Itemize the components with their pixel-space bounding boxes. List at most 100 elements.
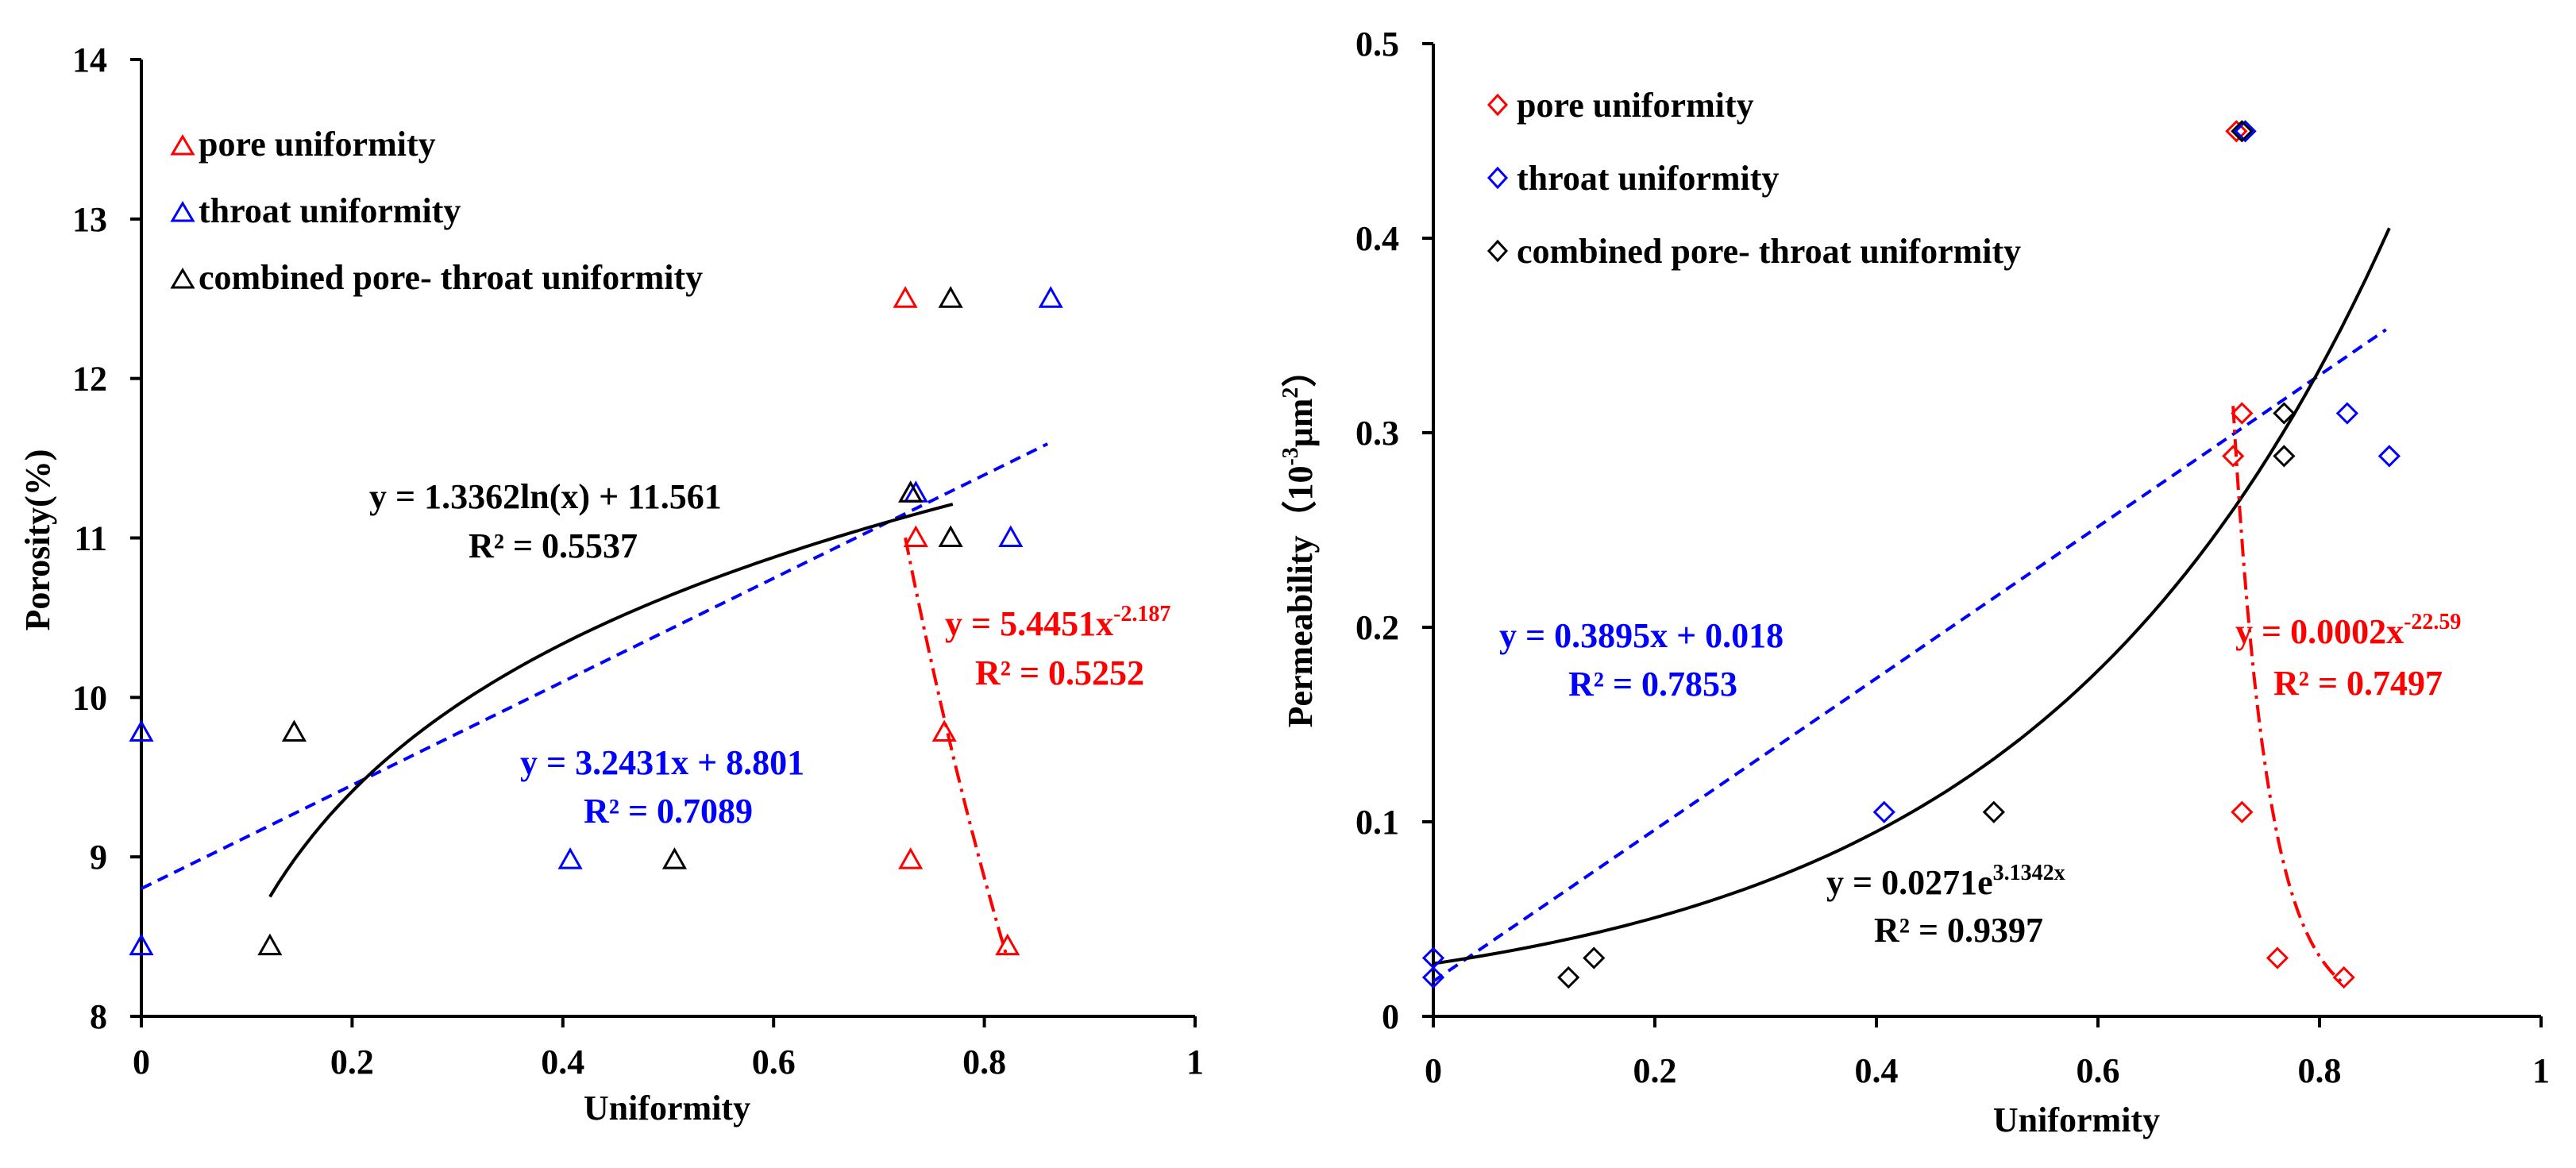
permeability-trendlines (1432, 227, 2391, 985)
porosity-power-eq-exp: -2.187 (1113, 602, 1170, 626)
data-point (2377, 445, 2401, 468)
porosity-power-r2: R² = 0.5252 (975, 653, 1144, 692)
x-tick-label: 0.6 (2077, 1051, 2120, 1090)
data-point (2231, 120, 2254, 143)
x-tick-label: 0.6 (752, 1043, 796, 1081)
perm-ylabel-main: Permeability（10 (1281, 466, 1320, 728)
data-point (2273, 445, 2296, 468)
y-tick-label: 0.4 (1355, 219, 1399, 258)
legend-label-combined: combined pore- throat uniformity (1517, 232, 2021, 271)
y-tick-label: 14 (72, 40, 107, 79)
porosity-legend: pore uniformity throat uniformity combin… (170, 125, 703, 297)
y-tick-label: 0.5 (1355, 25, 1399, 64)
x-tick-label: 0.2 (330, 1043, 374, 1081)
legend-marker-combined (1487, 239, 1509, 263)
data-point (2222, 445, 2245, 468)
data-point (2273, 402, 2296, 425)
x-tick-label: 0 (1425, 1051, 1442, 1090)
data-point (281, 719, 307, 742)
trendline-linear (1432, 328, 2387, 983)
y-tick-label: 13 (72, 200, 107, 239)
porosity-x-ticks: 0 0.2 0.4 0.6 0.8 1 (133, 1016, 1204, 1081)
legend-label-combined: combined pore- throat uniformity (199, 258, 703, 297)
data-point (938, 525, 963, 547)
porosity-power-equation: y = 5.4451x-2.187 (945, 602, 1170, 643)
permeability-exp-r2: R² = 0.9397 (1874, 911, 2043, 950)
data-point (2234, 120, 2257, 143)
x-tick-label: 0.8 (2298, 1051, 2342, 1090)
permeability-legend: pore uniformity throat uniformity combin… (1487, 86, 2021, 271)
trendline-power (904, 537, 1009, 960)
legend-marker-throat (170, 201, 195, 222)
porosity-log-r2: R² = 0.5537 (469, 526, 638, 565)
y-tick-label: 9 (90, 838, 107, 877)
data-point (1872, 800, 1895, 823)
permeability-x-label: Uniformity (1993, 1101, 2160, 1139)
legend-label-throat: throat uniformity (1517, 159, 1779, 198)
data-point (938, 286, 963, 308)
porosity-y-ticks: 8 9 10 11 12 13 14 (72, 40, 141, 1036)
perm-ylabel-sup1: -3 (1278, 447, 1303, 465)
porosity-y-label: Porosity(%) (18, 449, 57, 631)
permeability-linear-r2: R² = 0.7853 (1568, 665, 1737, 703)
data-point (1583, 946, 1606, 969)
porosity-x-label: Uniformity (584, 1089, 750, 1128)
y-tick-label: 12 (72, 360, 107, 399)
y-tick-label: 0.3 (1355, 414, 1399, 453)
permeability-linear-equation: y = 0.3895x + 0.018 (1499, 616, 1784, 655)
legend-label-pore: pore uniformity (199, 125, 436, 164)
data-point (557, 847, 583, 869)
data-point (2231, 402, 2254, 425)
data-point (257, 933, 283, 956)
permeability-axes (1432, 44, 2541, 1018)
permeability-x-ticks: 0 0.2 0.4 0.6 0.8 1 (1425, 1016, 2550, 1090)
data-point (2266, 946, 2289, 969)
perm-ylabel-mid: μm (1281, 399, 1320, 448)
permeability-y-ticks: 0 0.1 0.2 0.3 0.4 0.5 (1355, 25, 1433, 1036)
data-point (2231, 800, 2254, 823)
legend-marker-throat (1487, 166, 1509, 190)
data-point (893, 286, 918, 308)
data-point (1557, 966, 1580, 989)
perm-exp-eq-base: y = 0.0271e (1826, 863, 1993, 902)
y-tick-label: 11 (74, 519, 107, 558)
data-point (995, 933, 1020, 956)
perm-power-eq-base: y = 0.0002x (2235, 612, 2404, 651)
data-point (903, 525, 928, 547)
trendline-log (268, 503, 954, 898)
x-tick-label: 0.8 (962, 1043, 1006, 1081)
permeability-power-equation: y = 0.0002x-22.59 (2235, 610, 2461, 651)
data-point (1982, 800, 2005, 823)
porosity-linear-equation: y = 3.2431x + 8.801 (520, 743, 804, 782)
perm-ylabel-end: ） (1281, 353, 1320, 387)
data-point (2225, 120, 2248, 143)
legend-marker-combined (170, 268, 195, 289)
x-tick-label: 0.2 (1633, 1051, 1677, 1090)
data-point (2335, 402, 2358, 425)
perm-power-eq-exp: -22.59 (2404, 610, 2461, 634)
data-point (661, 847, 688, 869)
legend-label-throat: throat uniformity (199, 191, 461, 230)
perm-exp-eq-exp: 3.1342x (1993, 861, 2065, 885)
y-tick-label: 0 (1382, 997, 1399, 1036)
porosity-power-eq-base: y = 5.4451x (945, 604, 1113, 643)
data-point (898, 480, 924, 503)
data-point (1038, 286, 1063, 308)
porosity-linear-r2: R² = 0.7089 (584, 792, 753, 831)
data-point (998, 525, 1024, 547)
legend-label-pore: pore uniformity (1517, 86, 1754, 125)
data-point (931, 719, 957, 742)
x-tick-label: 1 (1186, 1043, 1204, 1081)
porosity-points (129, 286, 1063, 956)
data-point (898, 847, 924, 869)
data-point (1421, 966, 1445, 989)
permeability-points (1421, 120, 2401, 989)
perm-ylabel-sup2: 2 (1278, 387, 1303, 399)
trendline-power (2231, 406, 2345, 985)
data-point (129, 933, 154, 956)
porosity-trendlines (141, 442, 1049, 960)
permeability-y-label: Permeability（10-3μm2） (1278, 353, 1320, 728)
